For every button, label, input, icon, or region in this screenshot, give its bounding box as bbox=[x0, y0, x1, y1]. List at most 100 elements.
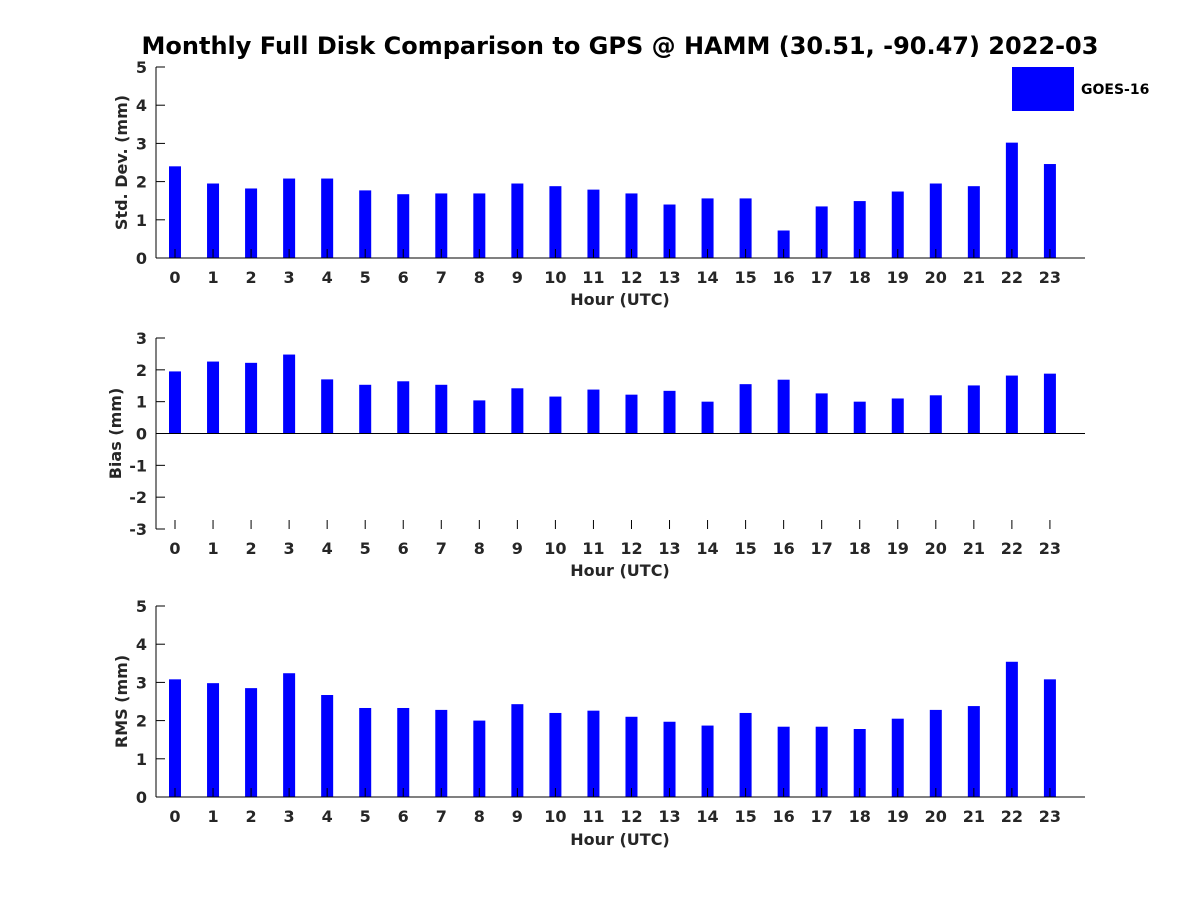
x-tick-label: 23 bbox=[1039, 268, 1061, 287]
bar-hour-1 bbox=[207, 683, 220, 797]
x-tick-label: 7 bbox=[436, 268, 447, 287]
x-tick-label: 6 bbox=[398, 539, 409, 558]
x-tick-label: 22 bbox=[1001, 807, 1023, 826]
bar-hour-21 bbox=[967, 706, 980, 797]
bar-hour-13 bbox=[663, 721, 676, 797]
bar-hour-9 bbox=[511, 388, 524, 434]
x-tick-label: 7 bbox=[436, 807, 447, 826]
bar-hour-5 bbox=[359, 190, 372, 258]
x-tick-label: 1 bbox=[207, 268, 218, 287]
bar-hour-5 bbox=[359, 707, 372, 797]
y-tick-label: 1 bbox=[136, 750, 147, 769]
y-axis-label: Bias (mm) bbox=[106, 388, 125, 480]
x-tick-label: 21 bbox=[963, 268, 985, 287]
y-tick-label: 2 bbox=[136, 361, 147, 380]
bar-hour-12 bbox=[625, 193, 638, 258]
bar-hour-22 bbox=[1005, 375, 1018, 434]
y-tick-label: 2 bbox=[136, 712, 147, 731]
bar-hour-14 bbox=[701, 725, 714, 797]
chart-title: Monthly Full Disk Comparison to GPS @ HA… bbox=[142, 32, 1099, 60]
y-tick-label: -1 bbox=[129, 456, 147, 475]
x-tick-label: 21 bbox=[963, 807, 985, 826]
x-axis-label: Hour (UTC) bbox=[570, 830, 670, 849]
bar-hour-6 bbox=[397, 707, 410, 797]
x-tick-label: 2 bbox=[246, 807, 257, 826]
y-tick-label: -2 bbox=[129, 488, 147, 507]
x-tick-label: 16 bbox=[773, 807, 795, 826]
bar-hour-17 bbox=[815, 206, 828, 258]
x-tick-label: 19 bbox=[887, 807, 909, 826]
bar-hour-18 bbox=[853, 729, 866, 797]
x-tick-label: 8 bbox=[474, 268, 485, 287]
x-tick-label: 17 bbox=[811, 268, 833, 287]
x-tick-label: 10 bbox=[544, 807, 566, 826]
bar-hour-18 bbox=[853, 201, 866, 258]
bar-hour-22 bbox=[1005, 142, 1018, 258]
bar-hour-2 bbox=[245, 188, 258, 258]
x-tick-label: 5 bbox=[360, 268, 371, 287]
y-tick-label: 2 bbox=[136, 173, 147, 192]
x-tick-label: 19 bbox=[887, 539, 909, 558]
bar-hour-0 bbox=[169, 371, 181, 434]
bar-hour-15 bbox=[739, 712, 752, 797]
x-tick-label: 1 bbox=[207, 539, 218, 558]
bar-hour-9 bbox=[511, 704, 524, 797]
x-tick-label: 9 bbox=[512, 268, 523, 287]
x-tick-label: 11 bbox=[582, 268, 604, 287]
x-tick-label: 20 bbox=[925, 268, 947, 287]
bar-hour-22 bbox=[1005, 661, 1018, 797]
x-tick-label: 0 bbox=[169, 539, 180, 558]
bar-hour-10 bbox=[549, 186, 562, 258]
bar-hour-13 bbox=[663, 390, 676, 434]
bar-hour-4 bbox=[321, 178, 334, 258]
x-tick-label: 6 bbox=[398, 268, 409, 287]
bar-hour-7 bbox=[435, 384, 448, 434]
y-tick-label: 1 bbox=[136, 211, 147, 230]
y-tick-label: 4 bbox=[136, 635, 147, 654]
bar-hour-10 bbox=[549, 712, 562, 797]
bar-hour-7 bbox=[435, 709, 448, 797]
x-tick-label: 2 bbox=[246, 268, 257, 287]
x-tick-label: 0 bbox=[169, 807, 180, 826]
bar-hour-17 bbox=[815, 726, 828, 797]
bar-hour-20 bbox=[929, 183, 942, 258]
bar-hour-12 bbox=[625, 394, 638, 434]
x-tick-label: 16 bbox=[773, 539, 795, 558]
bar-hour-16 bbox=[777, 726, 790, 797]
x-tick-label: 17 bbox=[811, 807, 833, 826]
x-tick-label: 7 bbox=[436, 539, 447, 558]
x-tick-label: 3 bbox=[284, 268, 295, 287]
legend: GOES-16 bbox=[1012, 67, 1149, 111]
bar-hour-2 bbox=[245, 362, 258, 434]
x-tick-label: 15 bbox=[734, 539, 756, 558]
bar-hour-16 bbox=[777, 230, 790, 258]
bar-hour-0 bbox=[169, 166, 181, 258]
bar-hour-11 bbox=[587, 189, 600, 258]
x-tick-label: 2 bbox=[246, 539, 257, 558]
bar-hour-14 bbox=[701, 401, 714, 434]
y-tick-label: 0 bbox=[136, 788, 147, 807]
y-axis-label: Std. Dev. (mm) bbox=[112, 95, 131, 230]
x-tick-label: 18 bbox=[849, 268, 871, 287]
bar-hour-16 bbox=[777, 379, 790, 434]
x-tick-label: 23 bbox=[1039, 539, 1061, 558]
y-axis-label: RMS (mm) bbox=[112, 655, 131, 748]
bar-hour-0 bbox=[169, 679, 181, 797]
bar-hour-15 bbox=[739, 384, 752, 434]
x-tick-label: 23 bbox=[1039, 807, 1061, 826]
bar-hour-11 bbox=[587, 710, 600, 797]
bar-hour-8 bbox=[473, 400, 486, 434]
bar-hour-4 bbox=[321, 379, 334, 434]
bar-hour-1 bbox=[207, 361, 220, 434]
y-tick-label: -3 bbox=[129, 520, 147, 539]
x-tick-label: 4 bbox=[322, 807, 333, 826]
x-tick-label: 3 bbox=[284, 539, 295, 558]
bar-hour-21 bbox=[967, 385, 980, 434]
x-tick-label: 1 bbox=[207, 807, 218, 826]
x-tick-label: 15 bbox=[734, 807, 756, 826]
x-tick-label: 4 bbox=[322, 268, 333, 287]
x-tick-label: 12 bbox=[620, 268, 642, 287]
bar-hour-4 bbox=[321, 695, 334, 797]
x-tick-label: 17 bbox=[811, 539, 833, 558]
x-tick-label: 14 bbox=[696, 539, 718, 558]
